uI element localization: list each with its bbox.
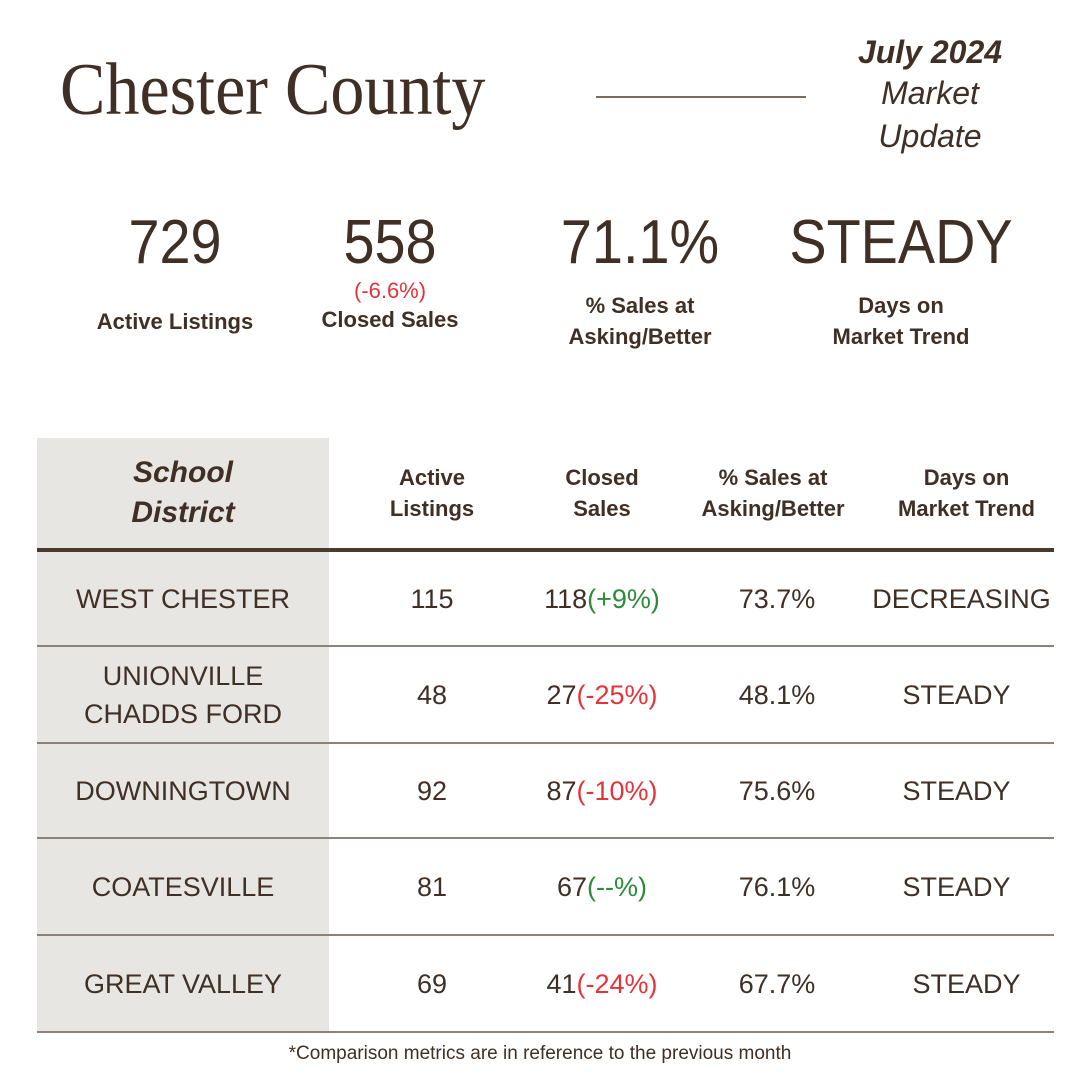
stat-label: Days on [858,293,944,318]
table-row: GREAT VALLEY 69 41 (-24%) 67.7% STEADY [37,936,1054,1033]
active-listings: 48 [416,679,448,710]
change-neutral: (--%) [587,871,648,902]
stat-value: STEADY [789,208,1013,277]
district-name: DOWNINGTOWN [75,775,291,806]
sales-at-asking: 76.1% [738,871,816,902]
sales-at-asking: 73.7% [738,583,816,614]
closed-sales: 87 (-10%) [527,744,677,837]
stat-active-listings: 729 Active Listings [70,208,280,337]
active-listings: 92 [416,775,448,806]
table-row: WEST CHESTER 115 118 (+9%) 73.7% DECREASI… [37,552,1054,647]
stat-label-2: Asking/Better [568,324,712,349]
header-sales-at-asking: % Sales at Asking/Better [701,465,845,521]
table-row: COATESVILLE 81 67 (--%) 76.1% STEADY [37,839,1054,936]
district-name: GREAT VALLEY [83,968,283,999]
report-subtitle-1: Market [881,75,979,111]
report-month: July 2024 [857,34,1003,70]
title-divider [596,96,806,98]
stat-label: % Sales at [585,293,695,318]
table-row: DOWNINGTOWN 92 87 (-10%) 75.6% STEADY [37,744,1054,839]
district-name: WEST CHESTER [75,583,291,614]
report-subtitle-2: Update [878,118,982,154]
stat-label: Closed Sales [321,307,459,332]
page-title: Chester County [60,49,486,131]
footnote: *Comparison metrics are in reference to … [288,1043,792,1064]
sales-at-asking: 75.6% [738,775,816,806]
dom-trend: DECREASING [872,583,1051,614]
closed-sales: 67 (--%) [527,839,677,934]
header-days-on-market: Days on Market Trend [898,465,1035,521]
change-negative: (-10%) [576,775,658,806]
closed-sales: 27 (-25%) [527,647,677,742]
stat-value: 729 [128,208,222,277]
stat-label: Active Listings [96,309,254,334]
district-name: UNIONVILLE CHADDS FORD [83,660,282,729]
active-listings: 115 [410,583,454,614]
active-listings: 69 [416,968,448,999]
dom-trend: STEADY [902,871,1011,902]
dom-trend: STEADY [902,775,1011,806]
dom-trend: STEADY [912,968,1021,999]
active-listings: 81 [416,871,448,902]
stat-change: (-6.6%) [353,278,427,303]
district-column-background [37,438,329,1032]
closed-sales: 41 (-24%) [527,936,677,1031]
stat-value: 558 [343,208,437,277]
sales-at-asking: 67.7% [738,968,816,999]
stat-value: 71.1% [560,208,720,277]
sales-at-asking: 48.1% [738,679,816,710]
stat-sales-at-asking: 71.1% % Sales at Asking/Better [530,208,750,352]
stat-label-2: Market Trend [832,324,970,349]
stat-days-on-market: STEADY Days on Market Trend [770,208,1032,352]
change-negative: (-24%) [576,968,658,999]
district-name: COATESVILLE [91,871,275,902]
date-block: July 2024 Market Update [840,32,1020,158]
table-row: UNIONVILLE CHADDS FORD 48 27 (-25%) 48.1%… [37,647,1054,744]
stat-closed-sales: 558 (-6.6%) Closed Sales [290,208,490,335]
closed-sales: 118 (+9%) [527,552,677,645]
change-positive: (+9%) [587,583,660,614]
table-header: School District Active Listings Closed Sale… [37,438,1054,552]
header-school-district: School District [131,456,235,529]
dom-trend: STEADY [902,679,1011,710]
change-negative: (-25%) [576,679,658,710]
header-active-listings: Active Listings [389,465,475,521]
header-closed-sales: Closed Sales [565,465,639,521]
